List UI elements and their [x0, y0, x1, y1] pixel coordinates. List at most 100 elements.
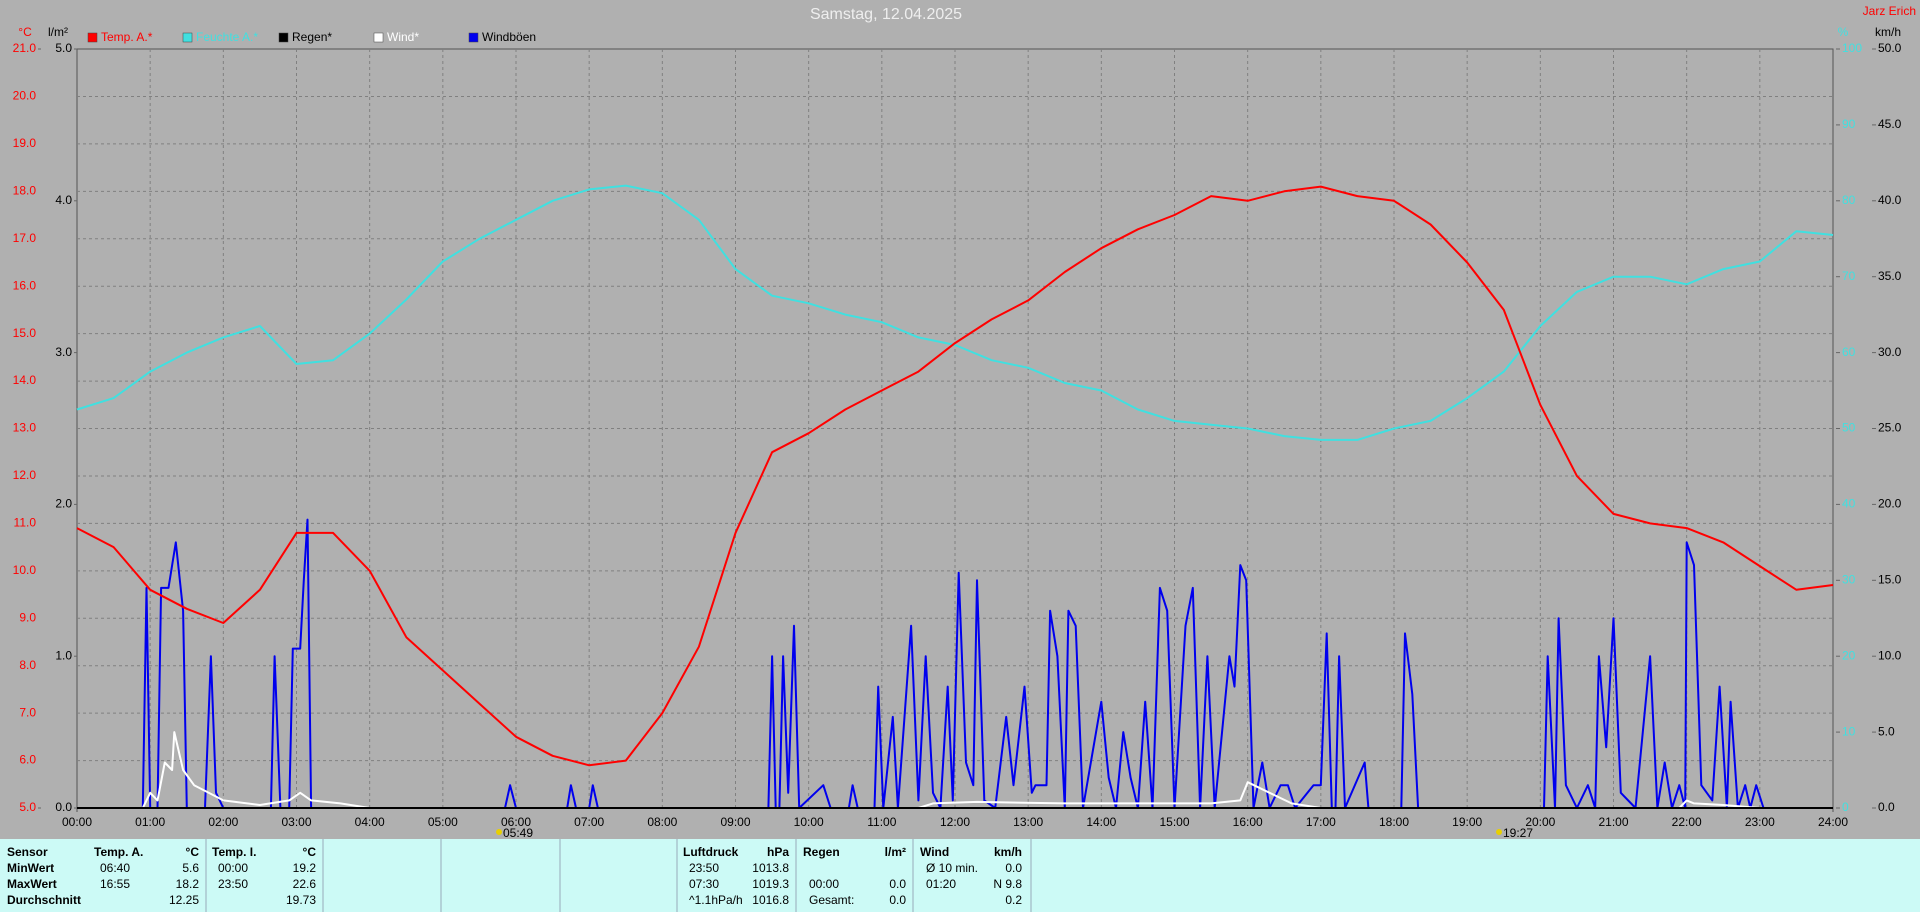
- stats-cell: 07:30: [689, 877, 719, 891]
- y4-tick-label: 15.0: [1878, 572, 1902, 586]
- y3-tick-label: 50: [1842, 421, 1856, 435]
- x-tick-label: 13:00: [1013, 815, 1043, 829]
- series-line: [77, 518, 1765, 809]
- x-tick-label: 03:00: [281, 815, 311, 829]
- stats-header: Temp. A.: [94, 845, 143, 859]
- x-tick-label: 05:00: [428, 815, 458, 829]
- y2-tick-label: 3.0: [55, 345, 72, 359]
- stats-value: 0.0: [889, 877, 906, 891]
- y4-tick-label: 35.0: [1878, 269, 1902, 283]
- x-tick-label: 00:00: [62, 815, 92, 829]
- series-line: [76, 184, 1834, 441]
- x-tick-label: 07:00: [574, 815, 604, 829]
- y-tick-label: 20.0: [13, 89, 37, 103]
- stats-row-label: Durchschnitt: [7, 893, 81, 907]
- x-tick-label: 10:00: [794, 815, 824, 829]
- y4-axis-unit: km/h: [1875, 25, 1901, 39]
- y3-tick-label: 20: [1842, 648, 1856, 662]
- stats-unit: °C: [186, 845, 200, 859]
- y4-tick-label: 45.0: [1878, 117, 1902, 131]
- stats-cell: 01:20: [926, 877, 956, 891]
- stats-value: 0.0: [889, 893, 906, 907]
- stats-cell: 00:00: [218, 861, 248, 875]
- y2-tick-label: 4.0: [55, 193, 72, 207]
- y2-axis-unit: l/m²: [48, 25, 68, 39]
- x-tick-label: 11:00: [867, 815, 896, 829]
- stats-row-label: MaxWert: [7, 877, 57, 891]
- y2-tick-label: 0.0: [55, 800, 72, 814]
- y-axis-unit: °C: [18, 25, 32, 39]
- y-tick-label: 7.0: [19, 705, 36, 719]
- y4-tick-label: 25.0: [1878, 421, 1902, 435]
- stats-value: 19.2: [293, 861, 317, 875]
- y-tick-label: 13.0: [13, 421, 37, 435]
- stats-value: 1016.8: [752, 893, 789, 907]
- x-tick-label: 21:00: [1598, 815, 1628, 829]
- stats-cell: 16:55: [100, 877, 130, 891]
- y-tick-label: 21.0: [13, 41, 37, 55]
- stats-value: 0.2: [1005, 893, 1022, 907]
- x-tick-label: 04:00: [355, 815, 385, 829]
- stats-unit: °C: [303, 845, 317, 859]
- legend-swatch: [87, 32, 98, 43]
- stats-value: 1013.8: [752, 861, 789, 875]
- x-tick-label: 16:00: [1233, 815, 1263, 829]
- x-tick-label: 02:00: [208, 815, 238, 829]
- y-tick-label: 6.0: [19, 753, 36, 767]
- stats-cell: Ø 10 min.: [926, 861, 978, 875]
- stats-cell: 06:40: [100, 861, 130, 875]
- stats-header: Temp. I.: [212, 845, 256, 859]
- x-tick-label: 12:00: [940, 815, 970, 829]
- stats-unit: km/h: [994, 845, 1022, 859]
- y2-tick-label: 1.0: [55, 648, 72, 662]
- stats-value: 0.0: [1005, 861, 1022, 875]
- legend-swatch: [278, 32, 289, 43]
- series-line: [76, 185, 1834, 767]
- x-tick-label: 20:00: [1525, 815, 1555, 829]
- y-tick-label: 9.0: [19, 610, 36, 624]
- y4-tick-label: 50.0: [1878, 41, 1902, 55]
- y4-tick-label: 0.0: [1878, 800, 1895, 814]
- legend-label: Wind*: [387, 30, 419, 44]
- y-tick-label: 10.0: [13, 563, 37, 577]
- sun-marker: [1496, 829, 1502, 835]
- stats-value: 19.73: [286, 893, 316, 907]
- y-tick-label: 16.0: [13, 278, 37, 292]
- stats-value: 12.25: [169, 893, 199, 907]
- y-tick-label: 17.0: [13, 231, 37, 245]
- y3-tick-label: 90: [1842, 117, 1856, 131]
- sun-annotation: 05:49: [503, 826, 533, 840]
- sun-marker: [496, 829, 502, 835]
- y3-tick-label: 0: [1842, 800, 1849, 814]
- y4-tick-label: 20.0: [1878, 497, 1902, 511]
- stats-unit: hPa: [767, 845, 789, 859]
- y-tick-label: 8.0: [19, 658, 36, 672]
- x-tick-label: 24:00: [1818, 815, 1848, 829]
- stats-header: Luftdruck: [683, 845, 739, 859]
- y2-tick-label: 5.0: [55, 41, 72, 55]
- y3-tick-label: 60: [1842, 345, 1856, 359]
- stats-value: N 9.8: [993, 877, 1022, 891]
- chart-title: Samstag, 12.04.2025: [810, 6, 962, 23]
- legend-swatch: [373, 32, 384, 43]
- y-tick-label: 5.0: [19, 800, 36, 814]
- y-tick-label: 11.0: [14, 516, 37, 530]
- stats-cell: ^1.1hPa/h: [689, 893, 743, 907]
- sun-annotation: 19:27: [1503, 826, 1533, 840]
- legend-label: Windböen: [482, 30, 536, 44]
- stats-header: Regen: [803, 845, 840, 859]
- x-tick-label: 14:00: [1086, 815, 1116, 829]
- stats-value: 18.2: [176, 877, 200, 891]
- stats-cell: Gesamt:: [809, 893, 854, 907]
- stats-cell: 00:00: [809, 877, 839, 891]
- y-tick-label: 15.0: [13, 326, 37, 340]
- x-tick-label: 17:00: [1306, 815, 1336, 829]
- y3-tick-label: 80: [1842, 193, 1856, 207]
- y3-tick-label: 100: [1842, 41, 1862, 55]
- y-tick-label: 19.0: [13, 136, 37, 150]
- author: Jarz Erich: [1863, 4, 1916, 18]
- x-tick-label: 23:00: [1745, 815, 1775, 829]
- y-tick-label: 12.0: [13, 468, 37, 482]
